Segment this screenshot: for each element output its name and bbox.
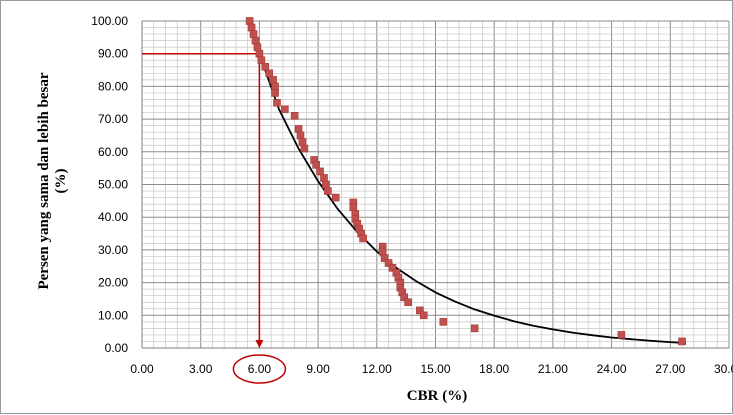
data-point (271, 89, 279, 97)
data-point (349, 203, 358, 212)
x-tick-label: 12.00 (362, 362, 392, 376)
data-point (257, 56, 266, 65)
data-point (419, 311, 428, 320)
x-tick-labels: 0.00 3.00 6.00 9.00 12.00 15.00 18.00 21.00 24.0… (130, 362, 733, 376)
data-point (404, 298, 412, 307)
annotation-arrow-head (255, 340, 264, 348)
x-tick-label: 3.00 (189, 362, 213, 376)
y-tick-label: 50.00 (98, 178, 128, 192)
data-point (439, 318, 448, 326)
data-point (324, 187, 332, 195)
x-axis-title: CBR (%) (407, 388, 467, 404)
data-point (316, 167, 324, 176)
y-tick-labels: 0.00 10.00 20.00 30.00 40.00 50.00 60.00 70.00 8… (91, 14, 128, 355)
data-point (617, 331, 626, 339)
data-point (322, 180, 330, 189)
trendline-path (250, 20, 687, 344)
data-point (294, 125, 303, 133)
data-point (678, 337, 686, 346)
data-point (470, 324, 479, 333)
grid (141, 20, 730, 349)
data-point (320, 174, 328, 182)
data-point (298, 138, 307, 146)
data-point (380, 254, 389, 262)
data-point (269, 76, 277, 84)
data-point (273, 98, 281, 107)
x-tick-label: 0.00 (130, 362, 154, 376)
x-tick-label: 18.00 (479, 362, 509, 376)
y-tick-label: 90.00 (98, 47, 128, 61)
data-point (281, 105, 289, 114)
data-point (265, 69, 273, 78)
x-tick-label: 21.00 (538, 362, 568, 376)
x-tick-label: 24.00 (597, 362, 627, 376)
x-tick-label: 27.00 (655, 362, 685, 376)
y-tick-label: 0.00 (105, 341, 129, 355)
y-axis-title-line1: Persen yang sama dan lebih besar (36, 72, 52, 289)
data-point (290, 112, 299, 120)
data-point (296, 131, 305, 140)
data-point (255, 49, 264, 58)
x-tick-label: 15.00 (420, 362, 450, 376)
x-tick-label: 9.00 (306, 362, 330, 376)
data-point (400, 293, 408, 302)
y-tick-label: 100.00 (91, 14, 128, 28)
data-point (384, 259, 393, 267)
y-tick-label: 80.00 (98, 79, 128, 93)
data-point (247, 23, 256, 32)
data-point (300, 144, 309, 153)
data-point (253, 43, 262, 51)
y-axis-title-line2: (%) (53, 169, 69, 194)
annotation (142, 52, 287, 384)
y-tick-label: 20.00 (98, 276, 128, 290)
data-point (359, 234, 367, 243)
x-tick-label: 6.00 (248, 362, 272, 376)
data-point (331, 193, 340, 202)
y-tick-label: 10.00 (98, 308, 128, 322)
y-tick-label: 30.00 (98, 243, 128, 257)
data-point (416, 306, 424, 315)
data-point (271, 82, 279, 91)
y-tick-label: 40.00 (98, 210, 128, 224)
y-tick-label: 70.00 (98, 112, 128, 126)
data-point (245, 17, 254, 25)
data-point (312, 161, 320, 169)
data-point (261, 62, 270, 71)
trendline (250, 20, 687, 344)
x-tick-label: 30.00 (714, 362, 733, 376)
data-point (249, 30, 258, 38)
data-point (388, 264, 397, 272)
y-tick-label: 60.00 (98, 145, 128, 159)
data-point (378, 247, 387, 256)
highlight-ellipse (232, 354, 287, 384)
data-points (245, 17, 686, 346)
data-point (251, 36, 260, 45)
